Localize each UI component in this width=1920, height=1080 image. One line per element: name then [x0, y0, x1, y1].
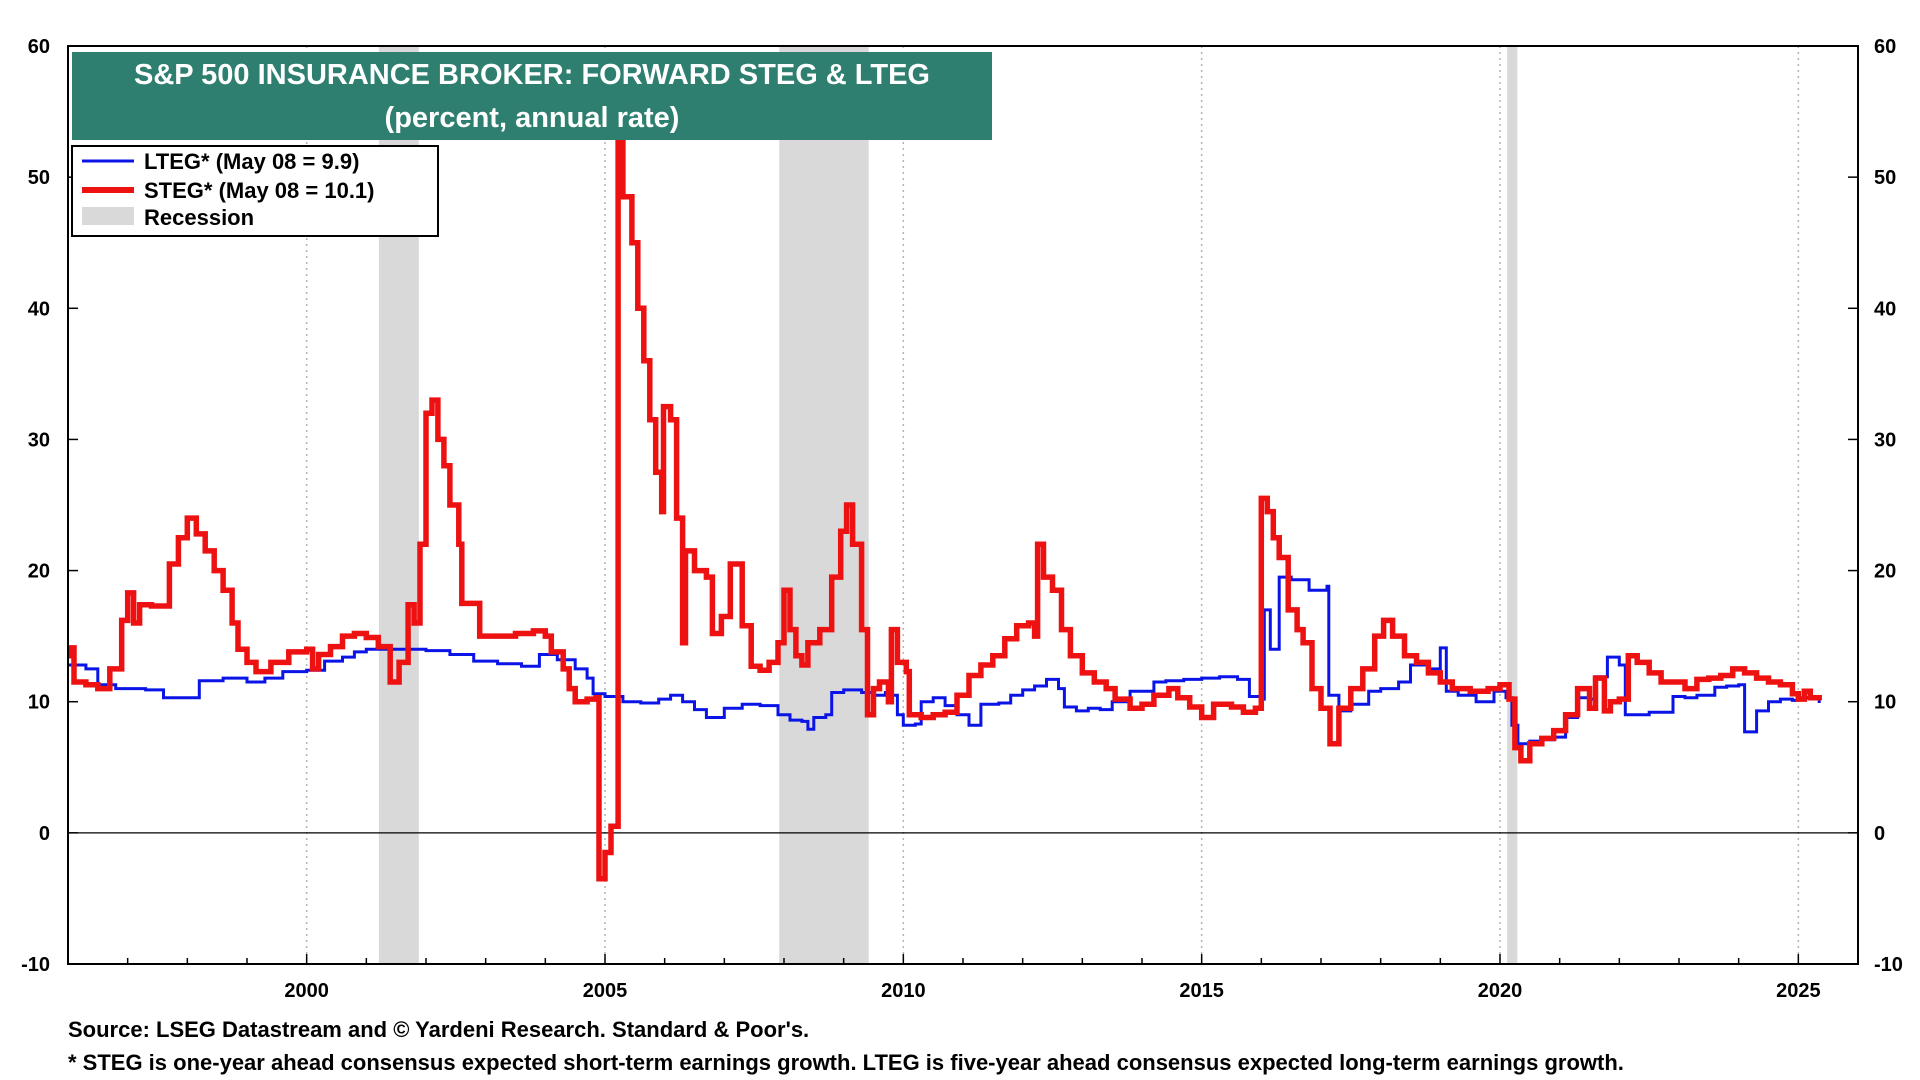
y-tick-label-right: 40: [1874, 298, 1896, 320]
title-box: S&P 500 INSURANCE BROKER: FORWARD STEG &…: [72, 52, 992, 140]
y-tick-label-right: 0: [1874, 823, 1885, 845]
y-tick-label-right: 30: [1874, 429, 1896, 451]
x-axis: 2000 2005 2010 2015 2020 2025: [67, 954, 1859, 1002]
y-tick-label-left: 10: [28, 692, 50, 714]
y-tick-label-left: 30: [28, 429, 50, 451]
x-tick-label: 2010: [881, 980, 926, 1002]
y-tick-label-left: 40: [28, 298, 50, 320]
y-tick-label-right: -10: [1874, 954, 1903, 976]
x-tick-label: 2000: [284, 980, 329, 1002]
title-background: [72, 52, 992, 140]
x-tick-label: 2025: [1776, 980, 1821, 1002]
y-tick-label-right: 60: [1874, 36, 1896, 58]
y-tick-label-left: 50: [28, 167, 50, 189]
legend: LTEG* (May 08 = 9.9) STEG* (May 08 = 10.…: [71, 145, 439, 237]
y-tick-label-left: -10: [21, 954, 50, 976]
legend-label-lteg: LTEG* (May 08 = 9.9): [144, 149, 359, 174]
legend-swatch-recession: [82, 207, 134, 225]
series-lines: [68, 121, 1822, 882]
y-tick-label-left: 20: [28, 561, 50, 583]
y-axis-right: -10 0 10 20 30 40 50 60: [1848, 36, 1903, 976]
y-tick-label-right: 50: [1874, 167, 1896, 189]
y-axis-left: -10 0 10 20 30 40 50 60: [21, 36, 78, 976]
x-tick-label: 2020: [1478, 980, 1523, 1002]
y-tick-label-right: 20: [1874, 561, 1896, 583]
series-line-steg: [68, 121, 1822, 882]
recession-band: [1507, 46, 1518, 964]
y-tick-label-right: 10: [1874, 692, 1896, 714]
y-tick-label-left: 60: [28, 36, 50, 58]
x-tick-label: 2005: [583, 980, 628, 1002]
x-tick-label: 2015: [1179, 980, 1224, 1002]
legend-label-steg: STEG* (May 08 = 10.1): [144, 178, 375, 203]
source-note: Source: LSEG Datastream and © Yardeni Re…: [68, 1017, 809, 1042]
y-tick-label-left: 0: [39, 823, 50, 845]
legend-label-recession: Recession: [144, 205, 254, 230]
definition-note: * STEG is one-year ahead consensus expec…: [68, 1050, 1624, 1075]
chart-title: S&P 500 INSURANCE BROKER: FORWARD STEG &…: [134, 59, 930, 91]
chart-subtitle: (percent, annual rate): [385, 102, 680, 134]
